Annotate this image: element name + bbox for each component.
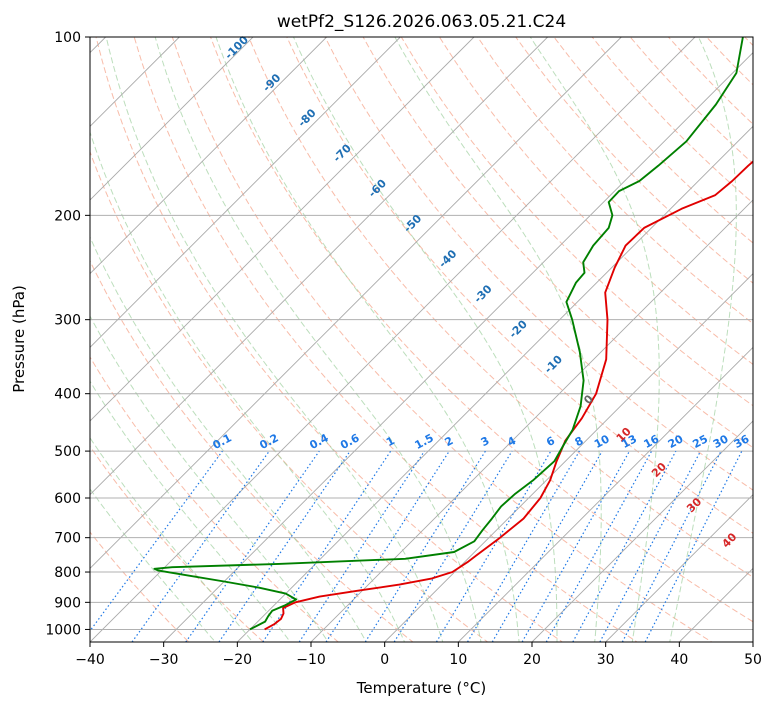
dry-adiabat <box>90 259 414 642</box>
mixing-ratio-label: 20 <box>666 432 686 451</box>
background-lines <box>90 37 753 642</box>
mixing-ratio-line <box>393 450 513 642</box>
moist-adiabat <box>669 37 737 642</box>
isotherm <box>384 273 753 642</box>
mixing-ratio-line <box>466 450 580 642</box>
isotherm <box>90 37 475 422</box>
moist-adiabat <box>215 37 520 642</box>
x-tick-label: 0 <box>380 652 389 668</box>
dewpoint-profile <box>153 37 744 631</box>
dry-adiabat <box>90 356 339 642</box>
y-tick-label: 800 <box>54 565 81 581</box>
x-tick-label: −30 <box>149 652 179 668</box>
x-tick-label: −20 <box>223 652 253 668</box>
plot-area <box>90 37 753 642</box>
mixing-ratio-line <box>218 450 351 642</box>
dry-adiabat <box>90 531 190 642</box>
mixing-ratio-line <box>364 450 486 642</box>
isotherm <box>605 494 753 642</box>
isotherm <box>458 346 753 642</box>
y-axis-title: Pressure (hPa) <box>10 285 28 393</box>
isotherm <box>310 199 753 642</box>
x-tick-label: 50 <box>744 652 762 668</box>
isotherm <box>531 420 753 642</box>
y-tick-label: 600 <box>54 491 81 507</box>
axis-ticks: −40 −30 −20 −10 0 10 20 30 40 50 100 200 300 400 500 60… <box>45 30 762 668</box>
x-axis-title: Temperature (°C) <box>356 679 486 697</box>
isotherm <box>90 37 401 348</box>
mixing-ratio-label: 30 <box>711 432 731 451</box>
mixing-ratio-line <box>325 450 450 642</box>
dry-adiabat <box>95 37 564 642</box>
isotherm <box>237 125 753 642</box>
mixing-ratio-line <box>435 450 552 642</box>
x-tick-label: 40 <box>670 652 688 668</box>
isotherm <box>90 37 327 275</box>
isotherm <box>90 37 548 496</box>
mixing-ratio-label: 16 <box>642 432 662 451</box>
y-tick-label: 700 <box>54 531 81 547</box>
x-tick-label: −10 <box>296 652 326 668</box>
dry-adiabat <box>133 37 638 642</box>
y-tick-label: 200 <box>54 208 81 224</box>
isotherm <box>163 52 753 642</box>
mixing-ratio-label: 25 <box>690 432 710 451</box>
isotherm <box>90 37 254 201</box>
y-tick-label: 300 <box>54 313 81 329</box>
dry-adiabat <box>438 37 753 366</box>
y-tick-label: 1000 <box>45 622 81 638</box>
x-tick-label: 30 <box>597 652 615 668</box>
mixing-ratio-label: 13 <box>619 432 639 451</box>
mixing-ratio-label: 10 <box>592 432 612 451</box>
x-tick-label: 10 <box>449 652 467 668</box>
mixing-ratio-line <box>185 450 320 642</box>
y-tick-label: 900 <box>54 595 81 611</box>
x-tick-label: 20 <box>523 652 541 668</box>
mixing-ratio-line <box>572 450 677 642</box>
isotherm <box>90 37 696 642</box>
mixing-ratio-line <box>521 450 631 642</box>
dry-adiabat <box>400 37 753 407</box>
y-tick-label: 100 <box>54 30 81 46</box>
y-tick-label: 500 <box>54 444 81 460</box>
x-tick-label: −40 <box>75 652 105 668</box>
y-tick-label: 400 <box>54 387 81 403</box>
mixing-ratio-line <box>545 450 653 642</box>
chart-title: wetPf2_S126.2026.063.05.21.C24 <box>277 12 566 32</box>
dry-adiabat <box>90 150 489 642</box>
profiles <box>153 37 753 631</box>
mixing-ratio-label: 36 <box>732 432 752 451</box>
plot-frame <box>89 36 754 643</box>
mixing-ratio-line <box>491 450 603 642</box>
dry-adiabat <box>324 37 753 491</box>
isotherm <box>90 37 622 569</box>
